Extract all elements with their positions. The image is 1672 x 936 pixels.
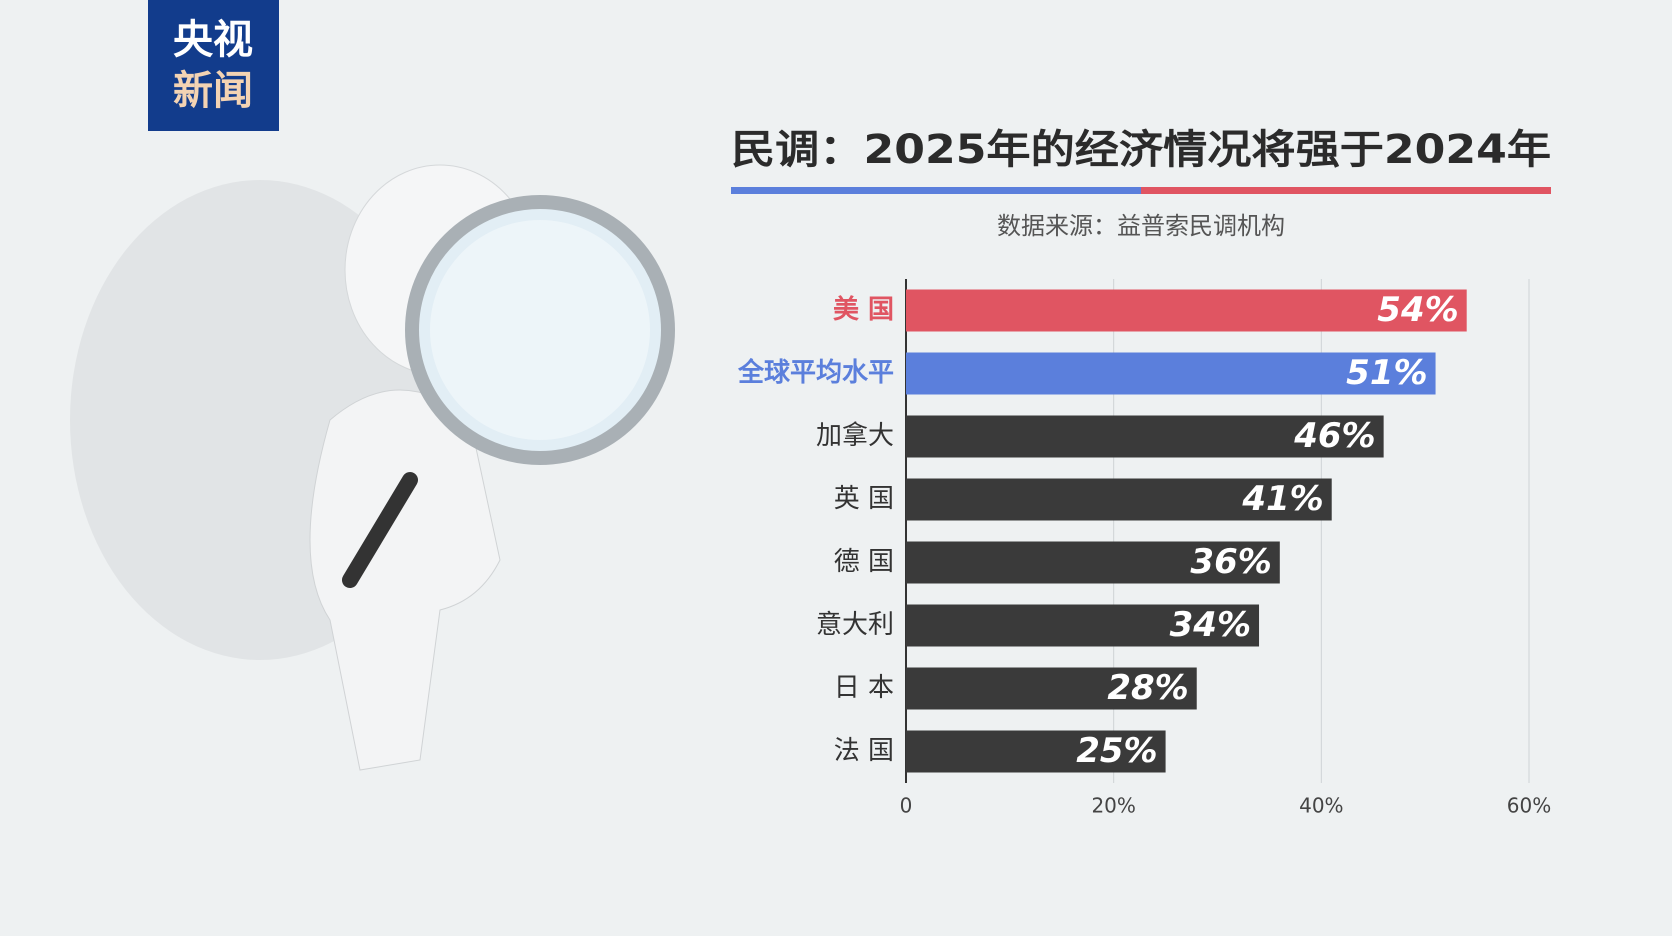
bar [906, 604, 1260, 647]
y-tick-label: 日 本 [834, 673, 894, 703]
x-tick-label: 0 [900, 794, 913, 818]
bar [906, 730, 1166, 773]
bar [906, 478, 1332, 521]
bar [906, 289, 1467, 332]
y-tick-label: 加拿大 [816, 421, 894, 451]
value-label: 41% [1241, 479, 1323, 519]
value-label: 25% [1076, 731, 1157, 771]
value-label: 46% [1293, 416, 1375, 456]
y-tick-label: 意大利 [816, 610, 894, 640]
chart-subtitle: 数据来源：益普索民调机构 [997, 212, 1285, 240]
chart-title: 民调：2025年的经济情况将强于2024年 [731, 127, 1551, 173]
bar [906, 541, 1280, 584]
illustration [70, 164, 675, 771]
logo-text: 央视 [173, 17, 253, 63]
bar [906, 415, 1384, 458]
y-tick-label: 美 国 [833, 294, 894, 325]
bar [906, 667, 1197, 710]
logo-text: 新闻 [173, 68, 253, 114]
title-rule [731, 187, 1141, 194]
title-rule [1141, 187, 1551, 194]
x-tick-label: 60% [1507, 794, 1551, 818]
y-tick-label: 德 国 [834, 547, 894, 577]
y-tick-label: 英 国 [834, 484, 894, 514]
y-tick-label: 全球平均水平 [737, 357, 894, 388]
x-tick-label: 40% [1299, 794, 1343, 818]
value-label: 54% [1377, 290, 1458, 330]
logo [148, 0, 279, 131]
value-label: 34% [1170, 605, 1251, 645]
y-tick-label: 法 国 [834, 736, 894, 766]
x-tick-label: 20% [1091, 794, 1135, 818]
value-label: 28% [1107, 668, 1188, 708]
value-label: 51% [1346, 353, 1427, 393]
value-label: 36% [1190, 542, 1271, 582]
bar [906, 352, 1436, 395]
